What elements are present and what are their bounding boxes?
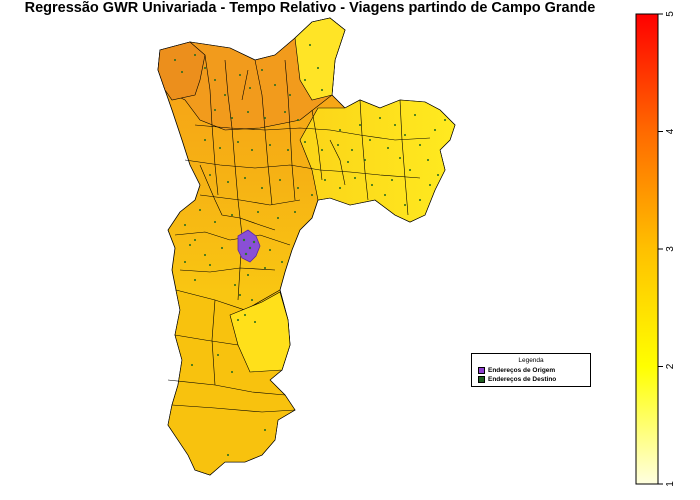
- origin-swatch: [478, 367, 485, 374]
- colorbar-tick-label: 1: [665, 481, 676, 487]
- origin-points-cluster: [237, 229, 261, 263]
- legend-destination-label: Endereços de Destino: [488, 376, 557, 384]
- far-northwest-district: [157, 41, 206, 101]
- district-boundaries: [167, 54, 431, 413]
- map-title: Regressão GWR Univariada - Tempo Relativ…: [24, 0, 596, 16]
- colorbar-ticks: 1 2 3 4 5: [658, 11, 676, 487]
- north-yellow-strip: [294, 17, 346, 101]
- east-zone: [299, 99, 456, 223]
- legend-origin-label: Endereços de Origem: [488, 367, 556, 375]
- colorbar-tick-label: 5: [665, 11, 676, 17]
- legend-item-origin: Endereços de Origem: [478, 367, 555, 374]
- map-legend: Legenda Endereços de Origem Endereços de…: [471, 353, 591, 387]
- sao-paulo-choropleth-map: [157, 17, 456, 476]
- colorbar-tick-label: 3: [665, 246, 676, 252]
- destination-swatch: [478, 376, 485, 383]
- destination-points: [174, 44, 446, 456]
- colorbar-tick-label: 2: [665, 363, 676, 369]
- colorbar-gradient: [635, 13, 659, 485]
- south-yellow-district: [229, 291, 291, 373]
- legend-title: Legenda: [518, 357, 544, 364]
- colorbar-tick-label: 4: [665, 128, 676, 134]
- legend-item-destination: Endereços de Destino: [478, 376, 556, 383]
